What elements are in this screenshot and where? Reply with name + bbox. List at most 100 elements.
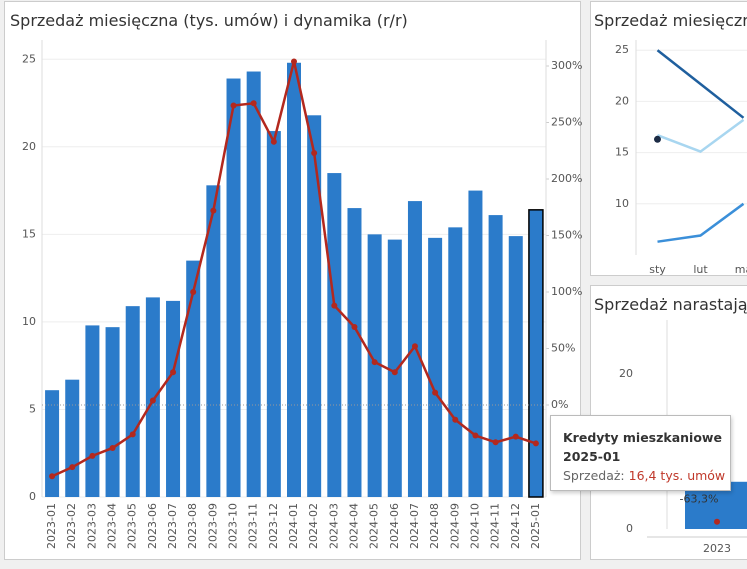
x-tick-label: ma [735, 263, 747, 276]
bar [246, 71, 261, 497]
point [492, 439, 499, 446]
y-tick-label: 25 [22, 52, 36, 65]
x-tick-label: 2024-02 [307, 503, 320, 549]
point [411, 343, 418, 350]
x-tick-label: 2023-01 [45, 503, 58, 549]
point [391, 369, 398, 376]
y-tick-label: 0 [626, 522, 633, 535]
y2-tick-label: 300% [551, 59, 582, 72]
x-tick-label: 2023-11 [247, 503, 260, 549]
x-tick-label: 2024-03 [327, 503, 340, 549]
x-tick-label: 2023-03 [85, 503, 98, 549]
bar [448, 227, 463, 498]
bar [387, 239, 402, 497]
x-tick-label: 2023-04 [106, 503, 119, 549]
point [371, 359, 378, 366]
y-tick-label: 15 [22, 227, 36, 240]
x-tick-label: sty [649, 263, 666, 276]
x-tick-label: 2025-01 [529, 503, 542, 549]
bar [367, 234, 382, 497]
y2-tick-label: 250% [551, 115, 582, 128]
line [656, 49, 745, 119]
point [190, 289, 197, 296]
tooltip-line: Sprzedaż: 16,4 tys. umów [563, 468, 725, 483]
line [657, 118, 745, 154]
point [270, 138, 277, 145]
point [472, 432, 479, 439]
bar [528, 209, 544, 498]
tooltip: Kredyty mieszkaniowe 2025-01 Sprzedaż: 1… [550, 415, 731, 491]
bar [145, 297, 160, 497]
bar [186, 260, 201, 497]
point [331, 302, 338, 309]
point [230, 102, 237, 109]
point [170, 369, 177, 376]
x-tick-label: 2024-09 [448, 503, 461, 549]
bar [508, 236, 523, 497]
bar [327, 173, 342, 497]
x-tick-label: 2023-02 [65, 503, 78, 549]
x-tick-label: 2024-10 [468, 503, 481, 549]
value-label: -63,3% [680, 493, 719, 506]
bar [347, 208, 362, 497]
x-tick-label: 2024-06 [388, 503, 401, 549]
x-tick-label: 2023-08 [186, 503, 199, 549]
point [210, 207, 217, 214]
bar [45, 390, 60, 497]
x-tick-label: 2024-05 [368, 503, 381, 549]
x-tick-label: 2023-10 [227, 503, 240, 549]
x-tick-label: 2024-08 [428, 503, 441, 549]
bar [307, 115, 322, 497]
y-tick-label: 10 [22, 315, 36, 328]
y-tick-label: 5 [29, 402, 36, 415]
bar [468, 190, 483, 497]
point [532, 440, 539, 447]
point [512, 433, 519, 440]
point [109, 444, 116, 451]
x-tick-label: 2023-12 [267, 503, 280, 549]
tooltip-label: Sprzedaż: [563, 468, 625, 483]
x-tick-label: 2023-05 [126, 503, 139, 549]
bar [125, 306, 140, 497]
y-tick-label: 10 [615, 197, 629, 210]
x-tick-label: 2024-01 [287, 503, 300, 549]
bar [266, 131, 281, 497]
point [291, 58, 297, 65]
chart-title: Sprzedaż narastając [594, 295, 747, 314]
bar [65, 379, 80, 497]
point [149, 397, 156, 404]
chart-title: Sprzedaż miesięczna (tys. umów) i dynami… [10, 11, 408, 30]
chart-title: Sprzedaż miesięczna [594, 11, 747, 30]
y2-tick-label: 200% [551, 172, 582, 185]
point [432, 389, 439, 396]
bar [85, 325, 100, 497]
bar [226, 78, 241, 498]
x-tick-label: lut [693, 263, 708, 276]
x-tick-label: 2024-12 [509, 503, 522, 549]
x-tick-label: 2023-07 [166, 503, 179, 549]
point [69, 464, 76, 471]
chart-main: Sprzedaż miesięczna (tys. umów) i dynami… [10, 11, 582, 549]
point [49, 473, 56, 480]
y2-tick-label: 150% [551, 229, 582, 242]
line [657, 202, 745, 243]
x-tick-label: 2024-11 [489, 503, 502, 549]
y2-tick-label: 0% [551, 398, 568, 411]
x-tick-label: 2024-04 [347, 503, 360, 549]
y-tick-label: 20 [615, 94, 629, 107]
y-tick-label: 15 [615, 146, 629, 159]
point [250, 100, 257, 107]
bar [488, 215, 503, 498]
tooltip-value: 16,4 tys. umów [628, 468, 726, 483]
point [89, 452, 96, 459]
y-tick-label: 20 [22, 140, 36, 153]
bar [206, 185, 221, 497]
bar [428, 237, 443, 498]
point [714, 518, 720, 525]
point [129, 431, 136, 438]
x-tick-label: 2023-06 [146, 503, 159, 549]
point [351, 324, 358, 331]
tooltip-period: 2025-01 [563, 449, 621, 464]
